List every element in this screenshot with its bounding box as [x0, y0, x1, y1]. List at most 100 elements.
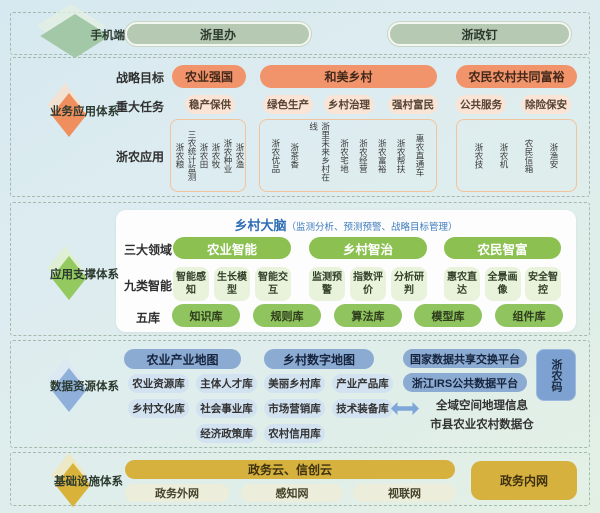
library-pill: 规则库: [253, 304, 321, 327]
row-label-libraries: 五库: [135, 311, 160, 325]
pill-label: 规则库: [270, 310, 304, 323]
band-infra: 基础设施体系 政务云、信创云 政务外网 感知网 视联网 政务内网: [10, 452, 590, 507]
brain-note: （监测分析、预测预警、战略目标管理）: [286, 222, 458, 233]
data-library-pill: 主体人才库: [196, 374, 257, 393]
zhenong-app-group-2: 浙农优品 浙茶香 浙里未来乡村在线 浙农宅地 浙农经营 浙农富裕 浙农帮扶 惠农…: [259, 119, 437, 192]
pill-label: 农民农村共同富裕: [468, 70, 565, 84]
intelligence-chip: 指数评价: [350, 267, 386, 301]
intelligence-chip: 智能感知: [173, 267, 209, 301]
pill-label: 农业资源库: [132, 378, 185, 390]
intelligence-chip: 分析研判: [391, 267, 427, 301]
diamond-icon: [47, 358, 87, 412]
intelligence-chip: 智能交互: [255, 267, 291, 301]
tier-label: 手机端: [90, 30, 126, 42]
pill-label: 感知网: [275, 488, 309, 500]
badge-label: 浙农码: [550, 358, 562, 392]
pill-label: 农业产业地图: [146, 352, 219, 367]
pill-label: 技术装备库: [336, 403, 389, 415]
tier-infra: 基础设施体系: [19, 453, 123, 507]
pill-label: 模型库: [431, 310, 465, 323]
app-item: 浙农机: [499, 142, 509, 169]
app-item: 浙农优品: [270, 138, 281, 173]
intelligence-chip: 监测预警: [309, 267, 345, 301]
data-library-pill: 农村信用库: [264, 424, 325, 443]
data-exchange-arrow-icon: [391, 402, 419, 415]
app-item: 浙农技: [474, 142, 484, 169]
map-pill: 农业产业地图: [124, 349, 241, 369]
pill-label: 美丽乡村库: [268, 378, 321, 390]
pill-label: 农民智富: [477, 242, 528, 257]
gov-cloud-pill: 政务云、信创云: [125, 460, 455, 479]
pill-label: 知识库: [189, 310, 223, 323]
pill-label: 绿色生产: [267, 99, 309, 111]
app-item: 浙农宅地: [339, 138, 350, 173]
task-pill: 除险保安: [521, 95, 571, 114]
pill-label: 除险保安: [525, 99, 567, 111]
rural-brain-title: 乡村大脑（监测分析、预测预警、战略目标管理）: [116, 215, 576, 235]
task-pill: 绿色生产: [263, 95, 313, 114]
app-item: 浙农牧: [211, 142, 221, 169]
pill-label: 产业产品库: [336, 378, 389, 390]
tier-label: 基础设施体系: [54, 476, 123, 488]
app-item: 浙农富裕: [377, 138, 388, 173]
tier-label: 应用支撑体系: [50, 269, 119, 281]
intelligence-group-1: 智能感知 生长模型 智能交互: [173, 267, 291, 301]
mobile-app-pill-zheliban: 浙里办: [125, 22, 311, 46]
app-item: 浙农渔: [235, 142, 245, 169]
diamond-icon: [51, 453, 91, 507]
row-label-strategy: 战略目标: [115, 71, 164, 85]
data-library-pill: 农业资源库: [128, 374, 189, 393]
strategy-pill: 农民农村共同富裕: [456, 65, 577, 88]
pill-label: 稳产保供: [189, 99, 231, 111]
platform-pill: 浙江IRS公共数据平台: [403, 373, 527, 392]
row-label-intelligence: 九类智能: [123, 279, 172, 293]
strategy-pill: 农业强国: [172, 65, 246, 88]
geo-note-line: 全域空间地理信息: [436, 400, 528, 412]
zhenong-app-group-1: 浙农粮 三农统计监测 浙农田 浙农牧 浙农种业 浙农渔: [170, 119, 246, 192]
pill-label: 农业智能: [206, 242, 257, 257]
task-pill: 公共服务: [456, 95, 506, 114]
data-library-pill: 社会事业库: [196, 399, 257, 418]
data-library-pill: 市场营销库: [264, 399, 325, 418]
pill-label: 乡村治理: [328, 99, 370, 111]
data-library-pill: 产业产品库: [332, 374, 393, 393]
app-item: 浙茶香: [289, 142, 300, 169]
intelligence-chip: 安全智控: [525, 267, 561, 301]
app-item: 浙里未来乡村在线: [308, 122, 331, 182]
platform-pill: 国家数据共享交换平台: [403, 349, 527, 368]
pill-label: 主体人才库: [200, 378, 253, 390]
brain-title: 乡村大脑: [234, 218, 287, 233]
pill-label: 经济政策库: [200, 428, 253, 440]
tier-data: 数据资源体系: [15, 358, 119, 412]
library-pill: 模型库: [414, 304, 482, 327]
domain-pill: 乡村智治: [309, 237, 427, 259]
pill-label: 公共服务: [460, 99, 502, 111]
intelligence-group-3: 惠农直达 全景画像 安全智控: [444, 267, 561, 301]
intelligence-group-2: 监测预警 指数评价 分析研判: [309, 267, 427, 301]
library-pill: 知识库: [172, 304, 240, 327]
tier-label: 业务应用体系: [50, 106, 119, 118]
intelligence-chip: 全景画像: [484, 267, 521, 301]
library-pill: 算法库: [334, 304, 402, 327]
network-pill: 感知网: [241, 484, 343, 502]
pill-label: 乡村文化库: [132, 403, 185, 415]
app-item: 三农统计监测: [187, 130, 197, 181]
pill-label: 农业强国: [184, 70, 233, 84]
app-item: 浙农田: [199, 142, 209, 169]
pill-label: 视联网: [388, 488, 421, 500]
pill-label: 国家数据共享交换平台: [410, 353, 520, 366]
pill-label: 乡村智治: [342, 242, 393, 257]
task-pill: 乡村治理: [324, 95, 374, 114]
pill-label: 农村信用库: [268, 428, 321, 440]
app-item: 农民信箱: [524, 138, 534, 173]
gov-intranet-box: 政务内网: [471, 461, 577, 500]
band-support: 应用支撑体系 乡村大脑（监测分析、预测预警、战略目标管理） 三大领域 农业智能 …: [10, 202, 590, 336]
geo-data-note: 全域空间地理信息 市县农业农村数据仓: [416, 397, 548, 435]
pill-label: 算法库: [351, 310, 385, 323]
tier-business: 业务应用体系: [15, 83, 119, 137]
pill-label: 政务外网: [155, 488, 199, 500]
app-item: 惠农直通车: [415, 134, 425, 177]
pill-label: 浙政钉: [461, 27, 498, 42]
zhenongma-badge: 浙农码: [536, 349, 576, 401]
